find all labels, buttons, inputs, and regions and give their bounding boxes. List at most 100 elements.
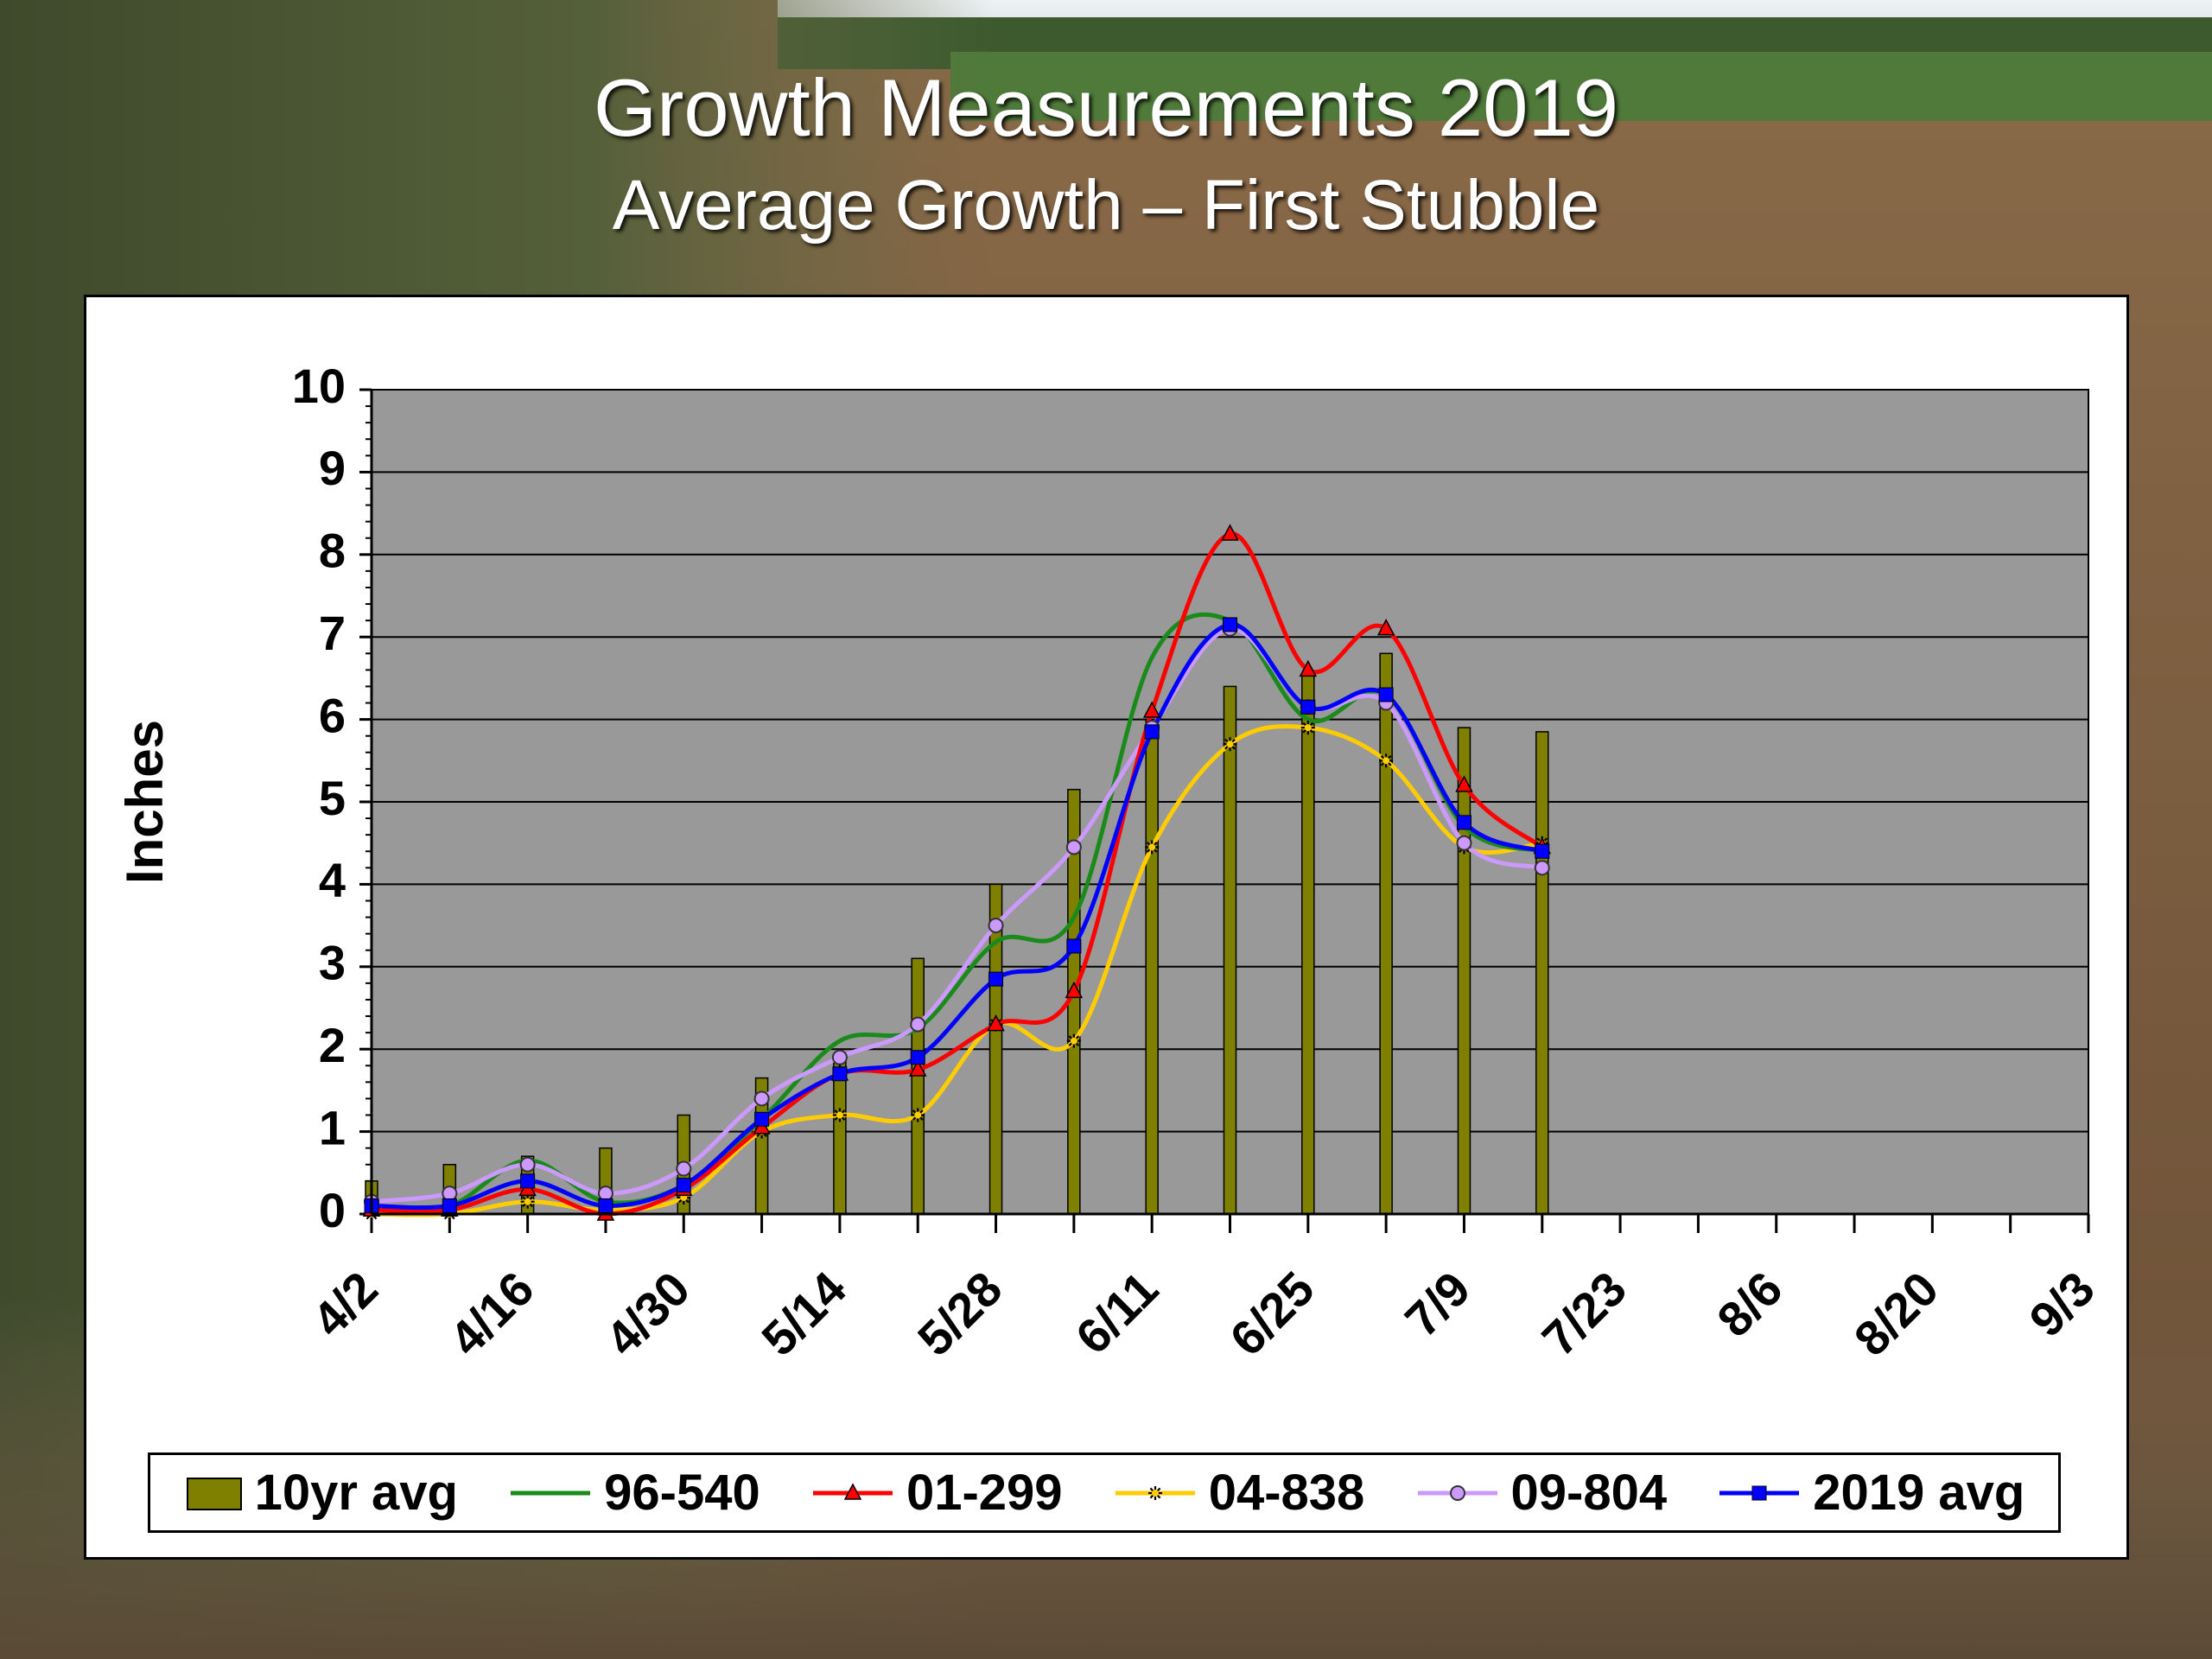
star-marker-center [1304,724,1312,732]
legend-swatch [1719,1485,1800,1500]
y-tick-label: 9 [319,441,346,495]
point-09-804 [831,1049,848,1065]
point-01-299 [1142,701,1161,718]
y-axis-ticks: 0 1 2 3 4 5 6 7 8 9 10 [292,359,372,1237]
point-09-804 [988,918,1004,934]
point-09-804 [676,1160,692,1177]
y-tick-label: 10 [292,359,346,413]
star-marker-center [1148,843,1156,851]
star-marker-center [1226,741,1234,748]
point-2019-avg [832,1066,848,1082]
point-04-838 [1379,753,1394,768]
point-2019-avg [1535,843,1550,859]
slide-title: Growth Measurements 2019 [593,62,1618,153]
star-marker-center [524,1198,531,1205]
bar-10yr-avg [1145,718,1159,1215]
point-01-299 [1455,775,1473,792]
x-tick-label: 8/20 [1844,1261,1949,1366]
bar-10yr-avg [1379,652,1393,1215]
slide-title-block: Growth Measurements 2019 Average Growth … [0,0,2212,294]
star-marker-center [836,1111,843,1119]
point-2019-avg [676,1178,691,1193]
legend-swatch [812,1482,893,1500]
point-2019-avg [910,1050,925,1065]
star-marker-center [1070,1037,1077,1045]
point-01-299 [987,1014,1005,1032]
y-tick-label: 4 [319,853,346,907]
x-tick-label: 4/30 [595,1261,701,1366]
legend-label: 04-838 [1208,1465,1365,1521]
x-tick-label: 7/23 [1531,1261,1637,1366]
y-tick-label: 1 [319,1100,346,1154]
star-marker-center [1382,757,1390,765]
point-04-838 [1300,721,1315,735]
point-2019-avg [988,971,1004,987]
legend-marker [1449,1484,1465,1501]
legend-marker [1147,1485,1162,1500]
bar-10yr-avg [1535,731,1549,1215]
legend-item: 01-299 [810,1464,1063,1522]
star-marker-center [914,1111,922,1119]
x-tick-label: 8/6 [1707,1261,1793,1347]
point-2019-avg [598,1198,613,1213]
legend-marker [843,1482,862,1500]
point-2019-avg [1223,617,1237,632]
point-04-838 [832,1108,847,1122]
legend-item: 2019 avg [1716,1464,2024,1522]
x-tick-label: 4/2 [302,1261,388,1347]
x-tick-label: 5/14 [751,1261,856,1366]
y-tick-label: 8 [319,524,346,578]
star-marker-center [1151,1489,1159,1497]
chart-legend: 10yr avg 96-540 01-299 04-838 09-804 2019 avg [148,1452,2061,1533]
point-2019-avg [754,1111,770,1127]
point-09-804 [442,1185,458,1202]
x-tick-label: 7/9 [1395,1261,1481,1347]
x-tick-label: 4/16 [439,1261,544,1366]
x-tick-label: 9/3 [2018,1261,2105,1347]
point-04-838 [1223,737,1237,752]
legend-marker [1751,1485,1767,1500]
x-tick-label: 6/25 [1219,1261,1325,1366]
legend-swatch [186,1477,242,1510]
legend-item: 10yr avg [184,1464,458,1522]
legend-swatch [511,1491,591,1495]
x-tick-label: 6/11 [1065,1261,1168,1363]
y-tick-label: 3 [319,936,346,990]
y-tick-label: 7 [319,606,346,660]
bar-10yr-avg [1301,673,1315,1215]
point-01-299 [1299,659,1318,677]
point-09-804 [597,1185,613,1202]
point-2019-avg [1144,724,1160,740]
point-2019-avg [442,1198,457,1213]
point-09-804 [1456,835,1472,851]
legend-label: 2019 avg [1813,1465,2025,1521]
legend-label: 10yr avg [254,1465,458,1521]
point-09-804 [1534,860,1550,876]
point-01-299 [1221,524,1239,541]
point-04-838 [911,1108,925,1122]
legend-swatch [1115,1485,1195,1500]
line-2019-avg [369,622,1545,1211]
legend-swatch [1417,1484,1497,1501]
point-09-804 [910,1016,926,1033]
legend-label: 09-804 [1510,1465,1668,1521]
y-axis-label: Inches [116,720,174,884]
legend-item: 09-804 [1414,1464,1668,1522]
y-tick-label: 0 [319,1183,346,1237]
point-09-804 [1065,839,1082,855]
point-2019-avg [1300,699,1316,715]
legend-label: 01-299 [906,1465,1063,1521]
x-axis-ticks: 4/2 4/16 4/30 5/14 5/28 6/11 6/25 7/9 7/23 8/6 8/2… [302,1214,2105,1366]
point-01-299 [908,1059,927,1077]
point-2019-avg [1066,938,1082,954]
y-tick-label: 6 [319,688,346,742]
legend-item: 96-540 [507,1464,760,1522]
bar-10yr-avg [1457,727,1471,1215]
legend-bar-swatch [186,1477,242,1510]
bar-10yr-avg [1223,685,1237,1215]
point-01-299 [1065,981,1084,999]
point-2019-avg [1378,687,1394,702]
bar-10yr-avg [911,957,925,1215]
point-2019-avg [520,1173,536,1189]
